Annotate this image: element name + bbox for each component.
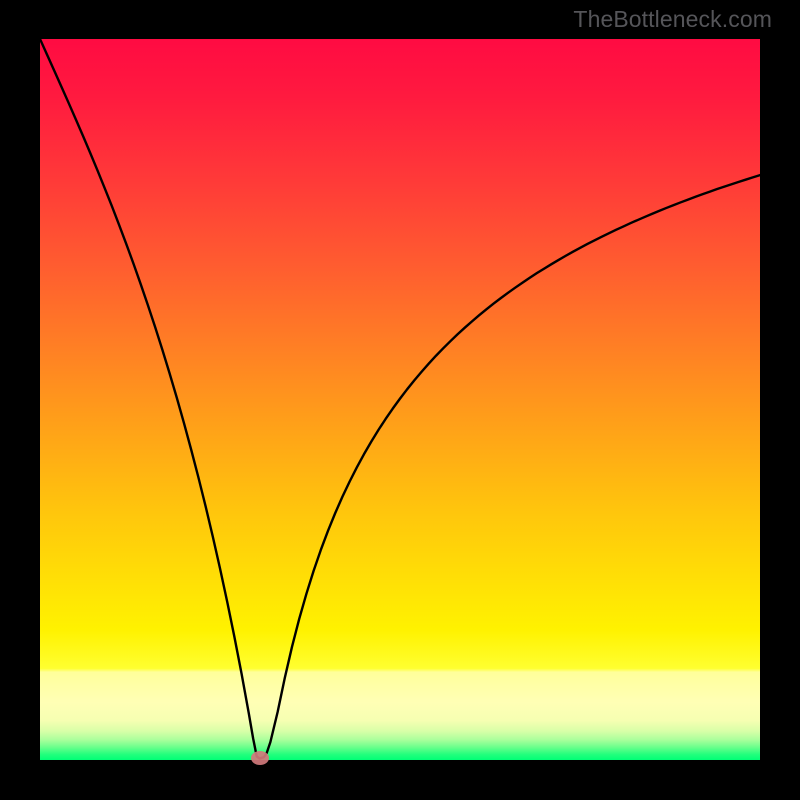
optimum-marker bbox=[251, 751, 269, 765]
chart-container: TheBottleneck.com bbox=[0, 0, 800, 800]
plot-area bbox=[40, 39, 760, 760]
watermark-text: TheBottleneck.com bbox=[573, 6, 772, 33]
